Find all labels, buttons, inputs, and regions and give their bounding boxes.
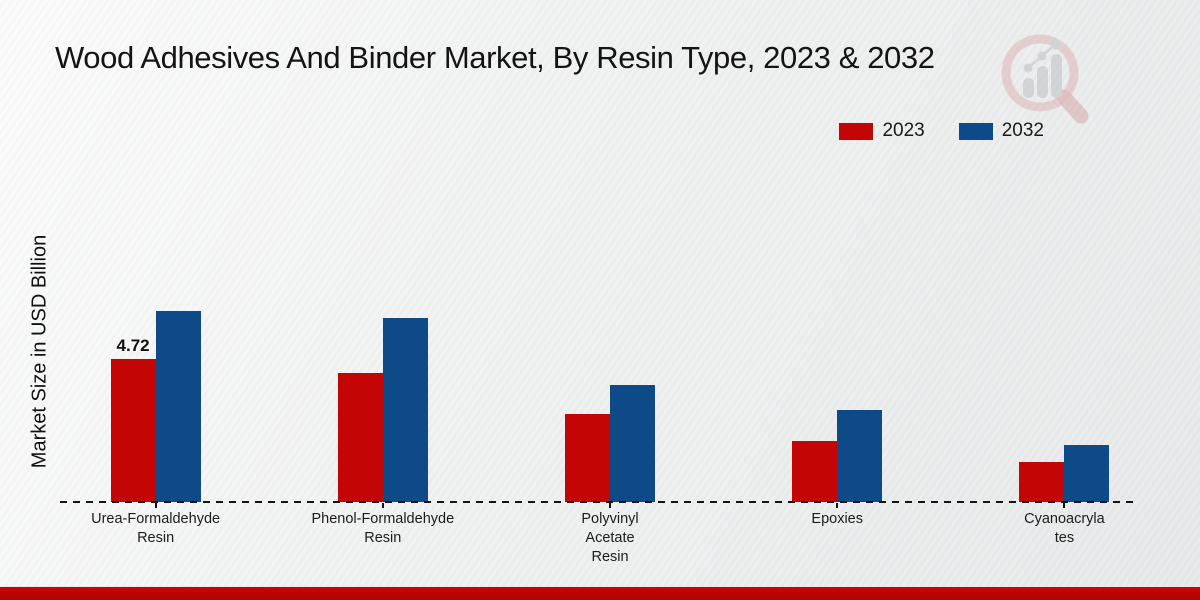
bar-2032 [382,318,428,502]
bar-group [724,0,951,502]
legend-swatch-2023 [839,122,874,140]
x-axis-tick [154,503,157,508]
legend-label: 2032 [1001,120,1044,141]
bar-2032 [1064,445,1110,502]
bar-2023 [792,441,838,502]
bar-group [951,0,1178,502]
x-axis-category-label: Epoxies [811,511,863,527]
x-axis-labels: Urea-Formaldehyde Resin Phenol-Formaldehy… [42,510,1178,567]
legend: 2023 2032 [839,120,1044,142]
bar-2023 [337,373,383,502]
x-axis-tick [836,503,839,508]
x-axis-category-label: Polyvinyl Acetate Resin [581,511,639,566]
x-axis-category-label: Cyanoacryla tes [1024,511,1105,547]
chart-title: Wood Adhesives And Binder Market, By Res… [55,40,935,75]
plot-area: 4.72 [42,0,1178,502]
x-axis-tick [381,503,384,508]
bar-2023 [565,414,610,502]
x-axis-category-label: Phenol-Formaldehyde Resin [311,511,455,547]
x-axis-tick [1063,503,1066,508]
bar-group [496,0,723,502]
bar-2032 [610,385,655,502]
legend-label: 2023 [882,120,925,141]
magnifier-bar-chart-logo-icon [1001,34,1089,124]
bar-group [269,0,496,502]
legend-swatch-2032 [958,122,993,140]
footer-red-bar [0,586,1200,600]
bar-value-label: 4.72 [116,336,150,355]
legend-item-2023: 2023 [839,120,925,142]
bar-2023 [1019,462,1065,502]
x-axis-category-label: Urea-Formaldehyde Resin [91,511,221,547]
bar-2023: 4.72 [110,336,156,502]
bar-2032 [837,410,883,502]
legend-item-2032: 2032 [958,120,1044,142]
bar-2032 [155,311,201,502]
x-axis-line [60,501,1138,503]
bar-group: 4.72 [42,0,269,502]
x-axis-tick [609,503,611,508]
